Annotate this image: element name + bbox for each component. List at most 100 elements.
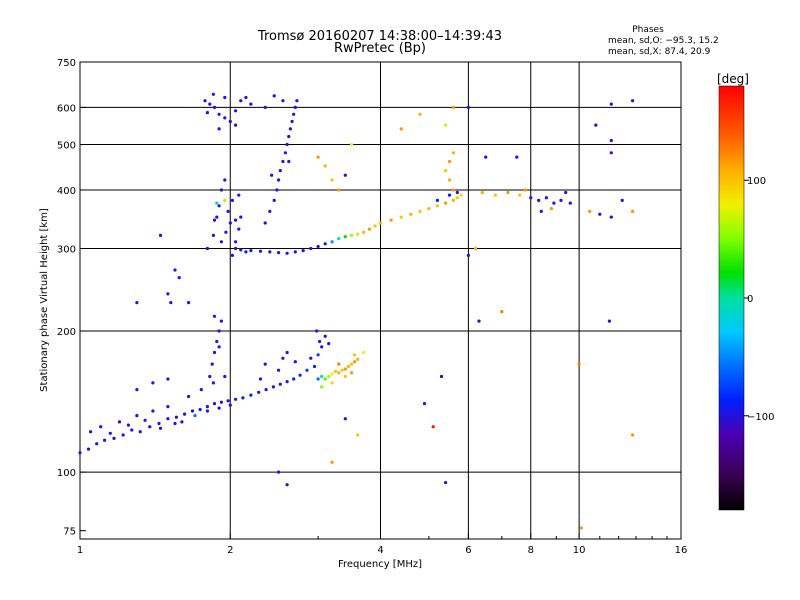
- data-point: [226, 399, 230, 403]
- data-point: [330, 381, 334, 385]
- data-point: [217, 406, 221, 410]
- data-point: [223, 374, 227, 379]
- data-point: [292, 377, 296, 381]
- data-point: [275, 188, 279, 192]
- data-point: [230, 198, 234, 202]
- data-point: [295, 99, 299, 103]
- data-point: [337, 237, 341, 241]
- data-point: [281, 99, 285, 103]
- data-point: [515, 155, 519, 159]
- data-point: [230, 253, 234, 257]
- data-point: [444, 201, 448, 205]
- data-point: [173, 421, 177, 426]
- data-point: [373, 224, 377, 228]
- data-point: [537, 198, 541, 202]
- axis-ticks: 1 2 4 6 8 10 16 75 100 200 300 400 500 600 750: [57, 58, 687, 556]
- data-point: [237, 193, 241, 197]
- data-point: [264, 388, 268, 392]
- data-point: [350, 142, 354, 147]
- data-point: [272, 198, 276, 202]
- data-point: [529, 196, 533, 200]
- data-point: [215, 201, 219, 205]
- data-point: [228, 403, 232, 407]
- data-point: [309, 246, 313, 251]
- data-point: [318, 339, 322, 344]
- data-point: [350, 362, 354, 366]
- data-point: [312, 364, 317, 369]
- data-point: [362, 230, 366, 234]
- data-point: [135, 414, 139, 418]
- data-point: [500, 310, 504, 314]
- colorbar-ticks: 100 0 −100: [744, 176, 774, 423]
- data-point: [346, 364, 350, 369]
- data-point: [126, 423, 130, 427]
- data-point: [263, 362, 267, 366]
- data-point: [292, 112, 296, 116]
- data-point: [285, 350, 289, 355]
- colorbar-tick-label: 100: [747, 176, 766, 187]
- data-point: [431, 425, 435, 429]
- data-point: [212, 218, 217, 222]
- data-point: [103, 438, 107, 442]
- data-point: [607, 319, 612, 323]
- data-point: [217, 127, 221, 131]
- data-point: [343, 173, 347, 177]
- data-point: [577, 362, 581, 366]
- data-point: [108, 431, 112, 435]
- data-point: [257, 390, 261, 394]
- data-point: [158, 426, 163, 430]
- data-point: [166, 292, 170, 296]
- data-point: [447, 193, 452, 197]
- data-point: [444, 123, 448, 127]
- data-point: [237, 227, 241, 231]
- data-point: [523, 188, 527, 192]
- data-point: [199, 388, 203, 392]
- data-point: [121, 433, 125, 437]
- data-point: [223, 198, 227, 202]
- data-point: [219, 319, 223, 323]
- data-point: [277, 251, 281, 255]
- data-point: [281, 159, 285, 164]
- data-point: [272, 94, 276, 98]
- data-point: [99, 425, 103, 429]
- data-point: [435, 198, 439, 202]
- data-point: [631, 433, 635, 437]
- x-tick-label: 6: [465, 545, 471, 556]
- data-point: [166, 417, 170, 421]
- data-point: [270, 173, 274, 177]
- stats-line-x: mean, sd,X: 87.4, 20.9: [608, 47, 711, 57]
- data-point: [244, 95, 248, 100]
- data-point: [389, 218, 393, 222]
- data-point: [228, 119, 232, 124]
- data-point: [158, 233, 163, 237]
- data-point: [219, 240, 223, 244]
- data-point: [459, 193, 463, 197]
- y-tick-label: 75: [63, 527, 76, 538]
- data-point: [219, 188, 223, 192]
- data-point: [631, 209, 635, 213]
- data-point: [477, 319, 481, 323]
- y-tick-label: 500: [57, 141, 76, 152]
- data-point: [315, 329, 319, 333]
- data-point: [594, 123, 598, 127]
- data-points: [78, 92, 635, 530]
- grid-lines: [80, 62, 681, 539]
- y-tick-label: 750: [57, 58, 76, 69]
- data-point: [447, 178, 452, 182]
- data-point: [473, 246, 478, 251]
- y-tick-label: 100: [57, 468, 76, 479]
- data-point: [316, 377, 320, 381]
- colorbar: [718, 85, 745, 511]
- data-point: [234, 240, 238, 244]
- data-point: [169, 301, 173, 305]
- data-point: [579, 526, 583, 530]
- data-point: [399, 215, 403, 219]
- data-point: [330, 240, 334, 244]
- data-point: [356, 433, 360, 437]
- data-point: [362, 350, 366, 355]
- data-point: [187, 301, 191, 305]
- data-point: [447, 159, 452, 164]
- data-point: [263, 221, 267, 225]
- data-point: [288, 127, 292, 131]
- data-point: [455, 196, 459, 200]
